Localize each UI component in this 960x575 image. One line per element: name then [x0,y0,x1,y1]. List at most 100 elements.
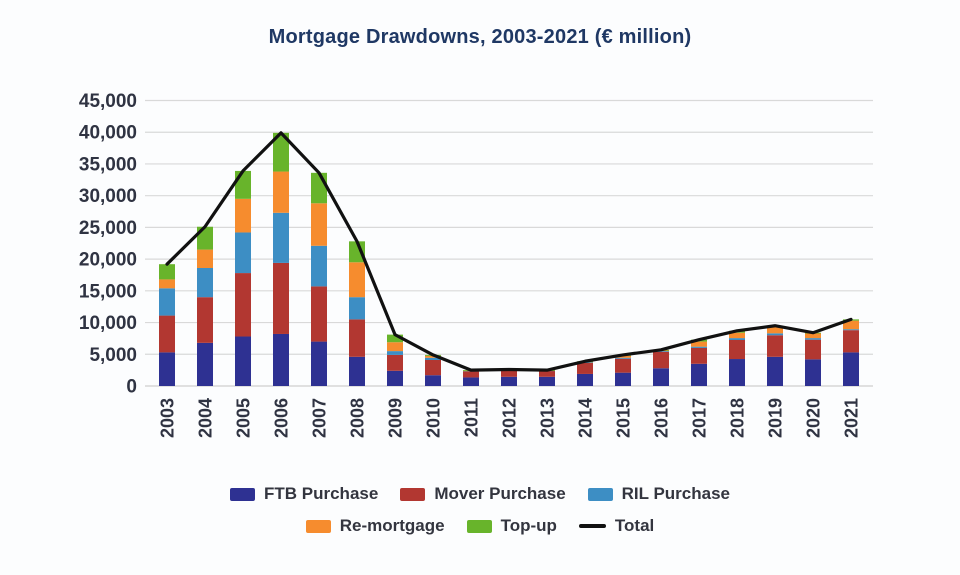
bar-segment-2007-ril-purchase [311,245,327,287]
bar-segment-2004-ril-purchase [197,267,213,298]
bar-segment-2012-ftb-purchase [501,376,517,386]
bar-segment-2010-ril-purchase [425,357,441,360]
y-tick-label: 35,000 [79,154,137,175]
legend-row-1: FTB Purchase Mover Purchase RIL Purchase [230,484,730,504]
bar-segment-2003-mover-purchase [159,315,175,353]
bar-segment-2021-re-mortgage [843,320,859,330]
bar-segment-2008-re-mortgage [349,262,365,298]
bar-segment-2019-ftb-purchase [767,356,783,386]
legend-swatch-top-up [466,519,492,533]
bar-segment-2004-ftb-purchase [197,342,213,386]
bar-segment-2015-ftb-purchase [615,372,631,386]
bar-segment-2015-mover-purchase [615,358,631,373]
bar-segment-2020-mover-purchase [805,339,821,360]
legend-row-2: Re-mortgage Top-up Total [305,516,655,536]
bar-segment-2003-re-mortgage [159,279,175,289]
bar-segment-2005-mover-purchase [235,273,251,337]
bar-segment-2009-ftb-purchase [387,370,403,386]
x-tick-label-2012: 2012 [500,398,520,438]
bar-segment-2008-ftb-purchase [349,356,365,386]
legend-swatch-ril-purchase [587,487,613,501]
x-tick-label-2018: 2018 [728,398,748,438]
bar-segment-2009-re-mortgage [387,342,403,352]
bar-segment-2013-ftb-purchase [539,376,555,386]
legend-label: FTB Purchase [264,484,379,503]
bar-segment-2007-ftb-purchase [311,341,327,386]
x-tick-label-2007: 2007 [310,398,330,438]
bar-segment-2017-ftb-purchase [691,363,707,386]
legend-swatch-total [578,524,606,528]
bar-segment-2016-ftb-purchase [653,368,669,386]
bar-segment-2009-top-up [387,334,403,343]
bar-segment-2010-ftb-purchase [425,375,441,386]
legend-label: Mover Purchase [434,484,566,503]
x-tick-label-2005: 2005 [234,398,254,438]
bar-segment-2021-ftb-purchase [843,352,859,386]
legend-item-ftb-purchase: FTB Purchase [230,484,378,504]
x-tick-label-2009: 2009 [386,398,406,438]
bar-segment-2010-mover-purchase [425,359,441,376]
bar-segment-2019-ril-purchase [767,333,783,336]
bar-segment-2018-re-mortgage [729,332,745,339]
y-tick-label: 40,000 [79,123,137,144]
x-tick-label-2010: 2010 [424,398,444,438]
legend-item-top-up: Top-up [466,516,557,536]
bar-segment-2009-mover-purchase [387,354,403,371]
x-tick-label-2020: 2020 [804,398,824,438]
y-tick-label: 25,000 [79,218,137,239]
y-tick-label: 45,000 [79,91,137,112]
legend-item-ril-purchase: RIL Purchase [587,484,730,504]
bar-segment-2016-mover-purchase [653,351,669,369]
chart-title: Mortgage Drawdowns, 2003-2021 (€ million… [268,26,692,48]
bar-segment-2007-mover-purchase [311,286,327,342]
bar-segment-2020-ftb-purchase [805,359,821,386]
bar-segment-2010-re-mortgage [425,355,441,358]
bar-segment-2006-ftb-purchase [273,333,289,386]
bar-segment-2015-re-mortgage [615,355,631,358]
legend-item-total: Total [578,516,655,536]
legend-label: Top-up [500,516,557,535]
bar-segment-2004-re-mortgage [197,249,213,268]
bar-segment-2005-top-up [235,170,251,199]
bar-segment-2015-ril-purchase [615,357,631,359]
x-tick-label-2008: 2008 [348,398,368,438]
legend-item-re-mortgage: Re-mortgage [305,516,445,536]
bar-segment-2007-re-mortgage [311,203,327,246]
y-tick-label: 20,000 [79,250,137,271]
bar-segment-2017-ril-purchase [691,346,707,348]
plot-area: 0 5,000 10,000 15,000 20,000 25,000 30,000 35,0… [79,91,873,438]
bar-segment-2021-mover-purchase [843,330,859,353]
y-tick-label: 5,000 [89,345,137,366]
y-tick-label: 0 [126,377,137,398]
bar-segment-2018-mover-purchase [729,340,745,360]
bar-segment-2018-ftb-purchase [729,359,745,386]
legend-swatch-re-mortgage [305,519,331,533]
x-tick-label-2019: 2019 [766,398,786,438]
bar-segment-2014-ftb-purchase [577,373,593,386]
x-tick-label-2016: 2016 [652,398,672,438]
bar-segment-2008-mover-purchase [349,319,365,357]
x-tick-label-2021: 2021 [842,398,862,438]
bar-segment-2009-ril-purchase [387,351,403,355]
bar-segment-2006-top-up [273,132,289,172]
chart-legend: FTB Purchase Mover Purchase RIL Purchase R… [0,484,960,536]
x-tick-label-2014: 2014 [576,398,596,438]
legend-label: Total [614,516,655,535]
bar-segment-2011-ftb-purchase [463,377,479,386]
bar-segment-2019-re-mortgage [767,326,783,334]
bar-segment-2005-re-mortgage [235,198,251,233]
bar-segment-2008-ril-purchase [349,297,365,320]
legend-swatch-mover-purchase [400,487,426,501]
bar-segment-2008-top-up [349,241,365,263]
x-tick-label-2017: 2017 [690,398,710,438]
bar-segment-2020-re-mortgage [805,333,821,339]
x-tick-label-2006: 2006 [272,398,292,438]
legend-item-mover-purchase: Mover Purchase [400,484,566,504]
bar-segment-2017-re-mortgage [691,341,707,347]
bar-segment-2006-mover-purchase [273,262,289,334]
bar-segment-2006-re-mortgage [273,171,289,213]
bar-segment-2006-ril-purchase [273,212,289,263]
bar-segment-2020-ril-purchase [805,338,821,340]
legend-label: RIL Purchase [621,484,730,503]
